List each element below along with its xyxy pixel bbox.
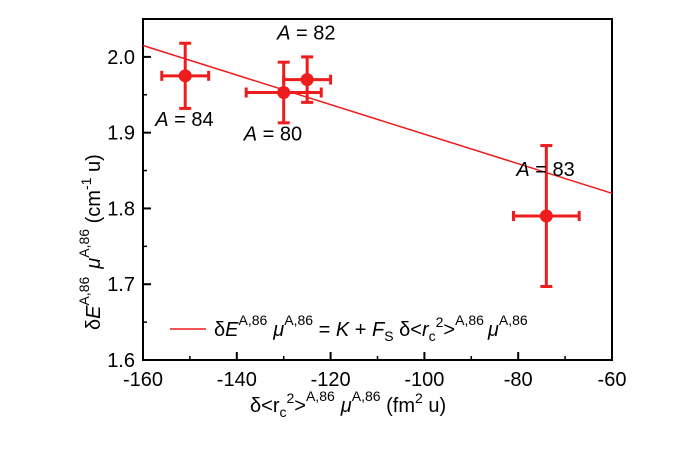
point-label: A = 83 — [515, 159, 574, 181]
x-tick-label: -160 — [123, 369, 163, 391]
y-tick-label: 1.6 — [107, 350, 135, 372]
point-label: A = 84 — [154, 109, 213, 131]
x-tick-label: -140 — [217, 369, 257, 391]
fit-line — [142, 44, 613, 195]
plot-area: -160 -140 -120 -100 -80 -60 1.6 1.7 1.8 1.9 2.0 A =… — [76, 18, 627, 420]
point-label: A = 82 — [276, 23, 335, 45]
data-point — [300, 73, 314, 87]
x-tick-label: -60 — [598, 369, 627, 391]
y-tick-label: 2.0 — [107, 47, 135, 69]
y-axis-label: δEA,86μA,86 (cm-1 u) — [76, 154, 105, 330]
x-tick-label: -100 — [404, 369, 444, 391]
x-tick-label: -120 — [311, 369, 351, 391]
x-axis-label: δ<rc2>A,86 μA,86 (fm2 u) — [250, 388, 446, 420]
y-tick-label: 1.8 — [107, 198, 135, 220]
x-tick-label: -80 — [504, 369, 533, 391]
data-point — [539, 209, 553, 223]
point-label: A = 80 — [243, 124, 302, 146]
data-point — [178, 69, 192, 83]
y-tick-label: 1.7 — [107, 274, 135, 296]
legend-label: δEA,86 μA,86 = K + FS δ<rc2>A,86 μA,86 — [214, 312, 528, 344]
data-point — [277, 86, 291, 100]
y-tick-label: 1.9 — [107, 123, 135, 145]
